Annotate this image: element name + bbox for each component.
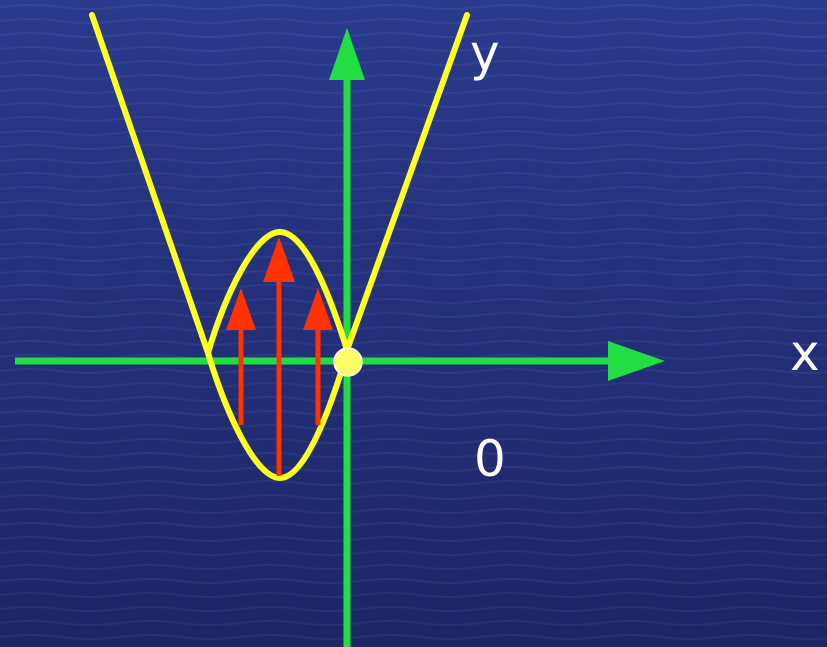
reflection-arrow-right-head	[303, 288, 333, 330]
curves	[89, 12, 470, 481]
x-axis-label: x	[790, 324, 820, 382]
y-axis-label: y	[470, 24, 500, 82]
reflection-arrow-left-head	[226, 288, 256, 330]
x-axis-arrowhead	[608, 341, 665, 381]
origin-label: 0	[474, 430, 506, 488]
absolute-value-curve	[89, 12, 470, 356]
reflection-arrows	[226, 237, 333, 476]
reflection-arrow-middle-head	[263, 237, 295, 282]
y-axis-arrowhead	[329, 28, 365, 80]
original-curve-lower-lobe	[205, 350, 350, 481]
origin-point	[333, 347, 363, 377]
